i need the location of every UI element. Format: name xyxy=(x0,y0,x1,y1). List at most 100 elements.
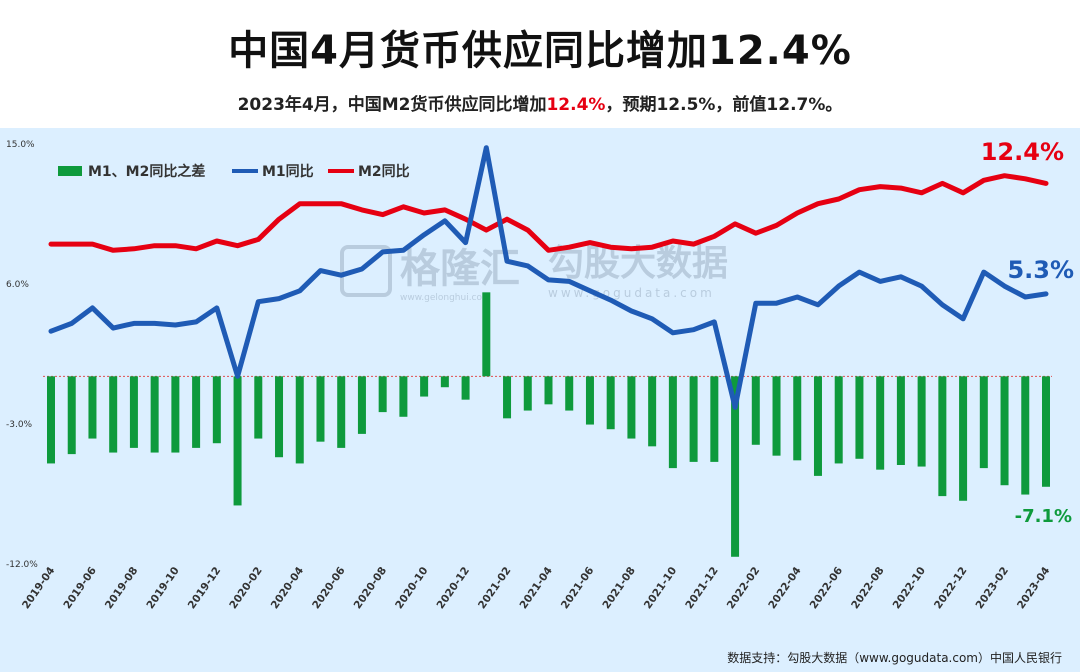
diff-bar xyxy=(129,376,138,448)
subtitle-suffix: ，预期12.5%，前值12.7%。 xyxy=(605,95,843,115)
diff-end-label: -7.1% xyxy=(1015,506,1072,527)
x-tick-label: 2019-10 xyxy=(144,565,181,611)
diff-bar xyxy=(876,376,885,470)
diff-bar xyxy=(565,376,574,411)
x-tick-label: 2022-06 xyxy=(808,565,845,611)
m2-line xyxy=(48,173,1049,253)
diff-bar xyxy=(440,376,449,388)
m2-end-label: 12.4% xyxy=(981,138,1064,166)
diff-bar xyxy=(855,376,864,459)
y-tick-label: -3.0% xyxy=(6,420,33,430)
diff-bar xyxy=(357,376,366,434)
legend-label: M1、M2同比之差 xyxy=(88,163,205,180)
diff-bar xyxy=(192,376,201,448)
diff-bar xyxy=(337,376,346,448)
m1-end-label: 5.3% xyxy=(1007,256,1074,284)
x-tick-label: 2022-12 xyxy=(932,565,969,611)
diff-bar xyxy=(295,376,304,464)
diff-bar xyxy=(772,376,781,456)
x-tick-label: 2021-12 xyxy=(683,565,720,611)
diff-bar xyxy=(606,376,615,430)
page-title: 中国4月货币供应同比增加12.4% xyxy=(228,28,852,74)
diff-bar xyxy=(1021,376,1030,495)
diff-bar xyxy=(585,376,594,425)
x-tick-label: 2023-02 xyxy=(974,565,1011,611)
diff-bar xyxy=(813,376,822,476)
diff-bar xyxy=(751,376,760,445)
x-tick-label: 2021-02 xyxy=(476,565,513,611)
y-tick-label: 15.0% xyxy=(6,140,35,150)
combo-chart: 15.0% 6.0% -3.0% -12.0%2019-04 2019-06 2019-0… xyxy=(6,138,1074,611)
diff-bar xyxy=(1000,376,1009,486)
x-tick-label: 2021-06 xyxy=(559,565,596,611)
subtitle-highlight: 12.4% xyxy=(546,95,606,115)
diff-bar xyxy=(544,376,553,405)
legend-label: M2同比 xyxy=(358,163,410,180)
diff-bar xyxy=(109,376,118,453)
x-tick-label: 2021-10 xyxy=(642,565,679,611)
diff-bar xyxy=(627,376,636,439)
diff-bar xyxy=(731,376,740,557)
diff-bar xyxy=(1042,376,1050,487)
x-tick-label: 2020-10 xyxy=(393,565,430,611)
x-tick-label: 2022-10 xyxy=(891,565,928,611)
x-tick-label: 2022-08 xyxy=(849,565,886,611)
diff-bar xyxy=(503,376,512,419)
x-tick-label: 2023-04 xyxy=(1015,565,1052,611)
diff-bar xyxy=(88,376,97,439)
diff-bar xyxy=(793,376,802,461)
legend-label: M1同比 xyxy=(262,163,314,180)
diff-bar xyxy=(47,376,55,464)
x-tick-label: 2021-04 xyxy=(517,565,554,611)
x-tick-label: 2019-08 xyxy=(103,565,140,611)
x-tick-label: 2020-08 xyxy=(352,565,389,611)
x-tick-label: 2022-04 xyxy=(766,565,803,611)
gelonghui-logo-icon xyxy=(340,245,392,297)
diff-bar xyxy=(523,376,532,411)
diff-bar xyxy=(316,376,325,442)
chart-panel: 格隆汇 www.gelonghui.com 勾股大数据 www.gogudata… xyxy=(0,128,1080,672)
diff-bar xyxy=(171,376,180,453)
x-tick-label: 2022-02 xyxy=(725,565,762,611)
y-tick-label: 6.0% xyxy=(6,280,29,290)
diff-bar xyxy=(979,376,988,469)
x-tick-label: 2020-04 xyxy=(269,565,306,611)
diff-bar xyxy=(150,376,159,453)
y-tick-label: -12.0% xyxy=(6,560,38,570)
diff-bar xyxy=(896,376,905,465)
diff-bar xyxy=(254,376,263,439)
diff-bar xyxy=(938,376,947,497)
diff-bar xyxy=(212,376,221,444)
diff-bar xyxy=(461,376,470,400)
x-tick-label: 2019-06 xyxy=(61,565,98,611)
diff-bar xyxy=(917,376,926,467)
x-tick-label: 2021-08 xyxy=(600,565,637,611)
legend-swatch-diff xyxy=(58,166,82,176)
watermark-left-url: www.gelonghui.com xyxy=(400,293,491,303)
source-note: 数据支持：勾股大数据（www.gogudata.com）中国人民银行 xyxy=(727,651,1062,665)
watermark-left-main: 格隆汇 xyxy=(400,246,520,292)
diff-bar xyxy=(233,376,242,506)
diff-bar xyxy=(482,292,491,377)
diff-bar xyxy=(378,376,387,413)
diff-bar xyxy=(67,376,76,455)
page-subtitle: 2023年4月，中国M2货币供应同比增加12.4%，预期12.5%，前值12.7… xyxy=(0,90,1080,115)
x-tick-label: 2019-12 xyxy=(186,565,223,611)
diff-bar xyxy=(710,376,719,462)
diff-bar xyxy=(834,376,843,464)
diff-bar xyxy=(420,376,429,397)
diff-bar xyxy=(399,376,408,417)
diff-bar xyxy=(959,376,968,501)
x-tick-label: 2020-06 xyxy=(310,565,347,611)
diff-bar xyxy=(275,376,284,458)
x-tick-label: 2019-04 xyxy=(20,565,57,611)
x-tick-label: 2020-12 xyxy=(435,565,472,611)
m1-line xyxy=(48,145,1049,410)
diff-bar xyxy=(668,376,677,469)
x-tick-label: 2020-02 xyxy=(227,565,264,611)
watermark-gelonghui: 格隆汇 www.gelonghui.com xyxy=(340,236,520,303)
subtitle-prefix: 2023年4月，中国M2货币供应同比增加 xyxy=(237,95,547,115)
diff-bar xyxy=(648,376,657,447)
diff-bar xyxy=(689,376,698,462)
